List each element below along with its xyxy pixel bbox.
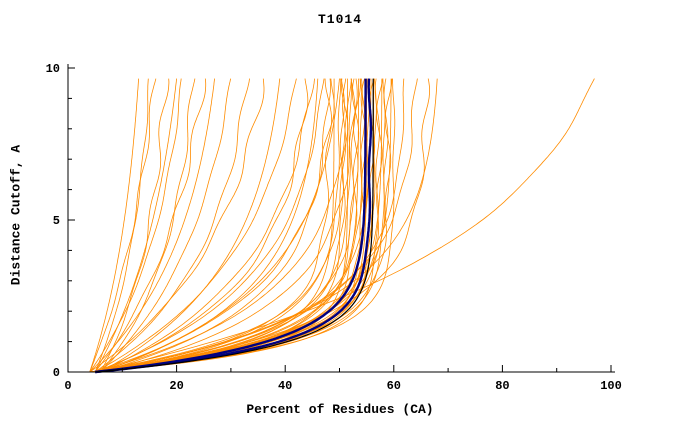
- model-curve: [100, 78, 331, 373]
- model-curve: [95, 78, 380, 373]
- chart-title: T1014: [317, 12, 362, 27]
- model-curve: [95, 78, 396, 373]
- x-tick-label: 100: [600, 379, 622, 393]
- model-curve: [89, 78, 359, 373]
- model-curve: [89, 78, 265, 373]
- model-curve: [95, 78, 405, 373]
- model-curve: [100, 78, 340, 373]
- model-curve: [100, 78, 392, 373]
- axes-frame: [67, 64, 615, 373]
- model-curve: [95, 78, 297, 373]
- model-curve: [100, 78, 358, 373]
- model-curve: [95, 78, 386, 373]
- model-curve: [89, 78, 347, 373]
- model-curve: [100, 78, 375, 373]
- model-curve: [100, 78, 349, 373]
- highlight-curve: [95, 78, 373, 374]
- model-curve: [94, 78, 207, 373]
- model-curve: [95, 78, 431, 373]
- model-curve: [89, 78, 345, 373]
- model-curve: [100, 78, 281, 373]
- model-curve: [94, 78, 250, 373]
- model-curve: [89, 78, 182, 373]
- model-curve: [89, 78, 157, 373]
- secondary-highlight-curve: [95, 78, 374, 373]
- model-curve: [95, 78, 376, 373]
- model-curve: [95, 78, 595, 373]
- model-curve: [100, 78, 418, 373]
- model-curve: [95, 78, 352, 373]
- x-tick-label: 40: [278, 379, 292, 393]
- model-curve: [94, 78, 177, 373]
- model-curve: [89, 78, 352, 373]
- x-tick-label: 0: [64, 379, 71, 393]
- model-curve: [100, 78, 370, 373]
- model-curve: [100, 78, 315, 373]
- model-curve: [95, 78, 335, 373]
- model-curve: [100, 78, 232, 373]
- y-tick-label: 10: [46, 62, 60, 76]
- model-curve: [89, 78, 139, 373]
- model-curve: [95, 78, 325, 373]
- model-curve: [89, 78, 333, 373]
- x-axis-label: Percent of Residues (CA): [246, 402, 434, 417]
- x-tick-label: 80: [495, 379, 509, 393]
- model-curve: [100, 78, 438, 373]
- x-tick-label: 20: [169, 379, 183, 393]
- model-curve: [89, 78, 215, 373]
- model-curve: [100, 78, 384, 373]
- model-curve: [95, 78, 361, 373]
- model-curve: [100, 78, 196, 373]
- y-tick-label: 0: [53, 366, 60, 380]
- y-tick-label: 5: [53, 214, 60, 228]
- highlight-curve: [95, 78, 367, 374]
- model-curve: [100, 78, 170, 373]
- model-curve: [100, 78, 342, 373]
- model-curve: [95, 78, 309, 373]
- model-curve: [100, 78, 366, 373]
- x-tick-label: 60: [387, 379, 401, 393]
